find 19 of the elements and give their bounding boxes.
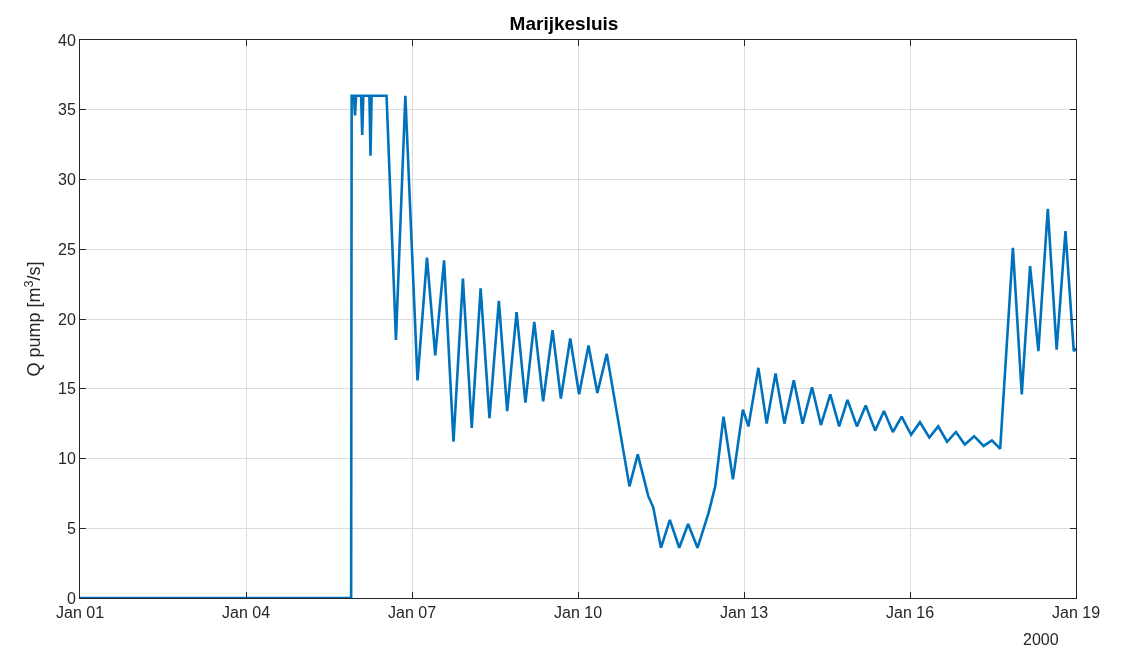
y-tick-label: 10 — [58, 450, 76, 468]
x-tick-label: Jan 07 — [387, 604, 437, 622]
text: 2000 — [1023, 631, 1059, 648]
y-tick-label: 40 — [58, 31, 76, 49]
y-tick-label: 15 — [58, 380, 76, 398]
y-tick-label: 30 — [58, 171, 76, 189]
chart-title: Marijkesluis — [509, 12, 619, 34]
line-series — [80, 94, 1076, 598]
y-tick-label: 5 — [66, 519, 76, 537]
x-tick-label: Jan 01 — [55, 604, 105, 622]
x-tick-label: Jan 16 — [885, 604, 935, 622]
x-tick-label: Jan 13 — [719, 604, 769, 622]
x-tick-label: Jan 19 — [1051, 604, 1101, 622]
x-tick-label: Jan 10 — [553, 604, 603, 622]
x-tick-label: Jan 04 — [221, 604, 271, 622]
y-tick-label: 0 — [66, 589, 76, 607]
y-tick-label: 35 — [58, 101, 76, 119]
y-tick-label: 20 — [58, 310, 76, 328]
y-tick-label: 25 — [58, 240, 76, 258]
